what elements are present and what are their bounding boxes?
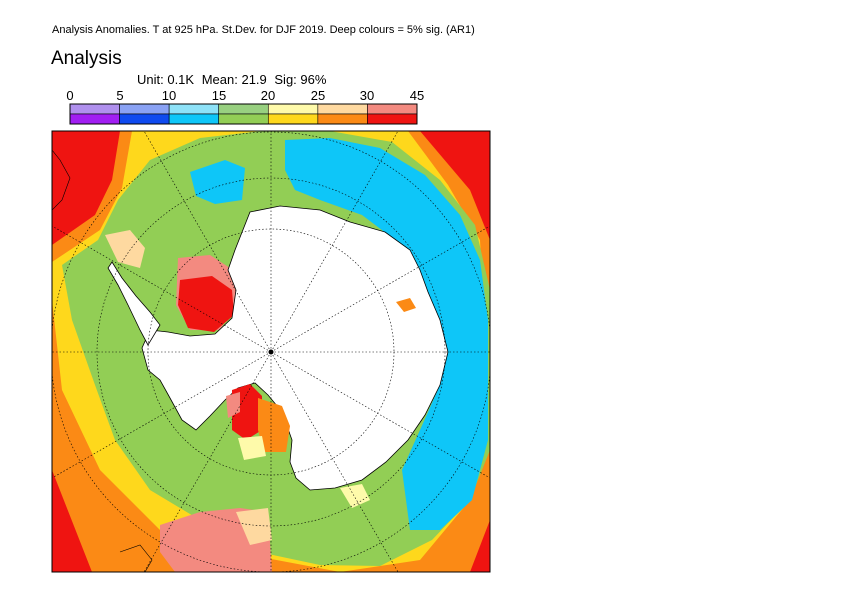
colorbar-tick-label: 0: [66, 88, 74, 103]
colorbar-tick-label: 20: [260, 88, 276, 103]
colorbar-tick-label: 10: [161, 88, 177, 103]
field-red-weddell: [178, 276, 234, 332]
field-palered-ross: [226, 392, 240, 418]
field-orange-ross: [258, 398, 290, 452]
south-america-coast: [52, 149, 71, 211]
field-orange-east-coast: [396, 298, 416, 312]
field-paleyellow-ross: [238, 436, 266, 460]
mean-label: Mean: 21.9: [201, 72, 267, 87]
stats-line: Unit: 0.1K Mean: 21.9 Sig: 96%: [137, 72, 330, 87]
antarctic-peninsula: [107, 261, 161, 346]
sig-label: Sig: 96%: [274, 72, 327, 87]
figure-caption: Analysis Anomalies. T at 925 hPa. St.Dev…: [52, 24, 475, 36]
panel-title: Analysis: [51, 48, 122, 69]
new-zealand-coast: [119, 544, 153, 572]
field-paleorange-peninsula: [105, 230, 145, 268]
graticule: [52, 131, 490, 572]
field-cyan-east: [285, 138, 488, 530]
colorbar-tick-label: 15: [211, 88, 227, 103]
colorbar-tick-label: 25: [310, 88, 326, 103]
unit-label: Unit: 0.1K: [137, 72, 195, 87]
colorbar-tick-label: 45: [409, 88, 425, 103]
field-paleorange-pacific: [236, 508, 272, 545]
colorbar-tick-label: 5: [116, 88, 124, 103]
field-cyan-west: [190, 160, 245, 204]
colorbar-tick-label: 30: [359, 88, 375, 103]
field-paleyellow-pacific-coast: [340, 484, 370, 508]
